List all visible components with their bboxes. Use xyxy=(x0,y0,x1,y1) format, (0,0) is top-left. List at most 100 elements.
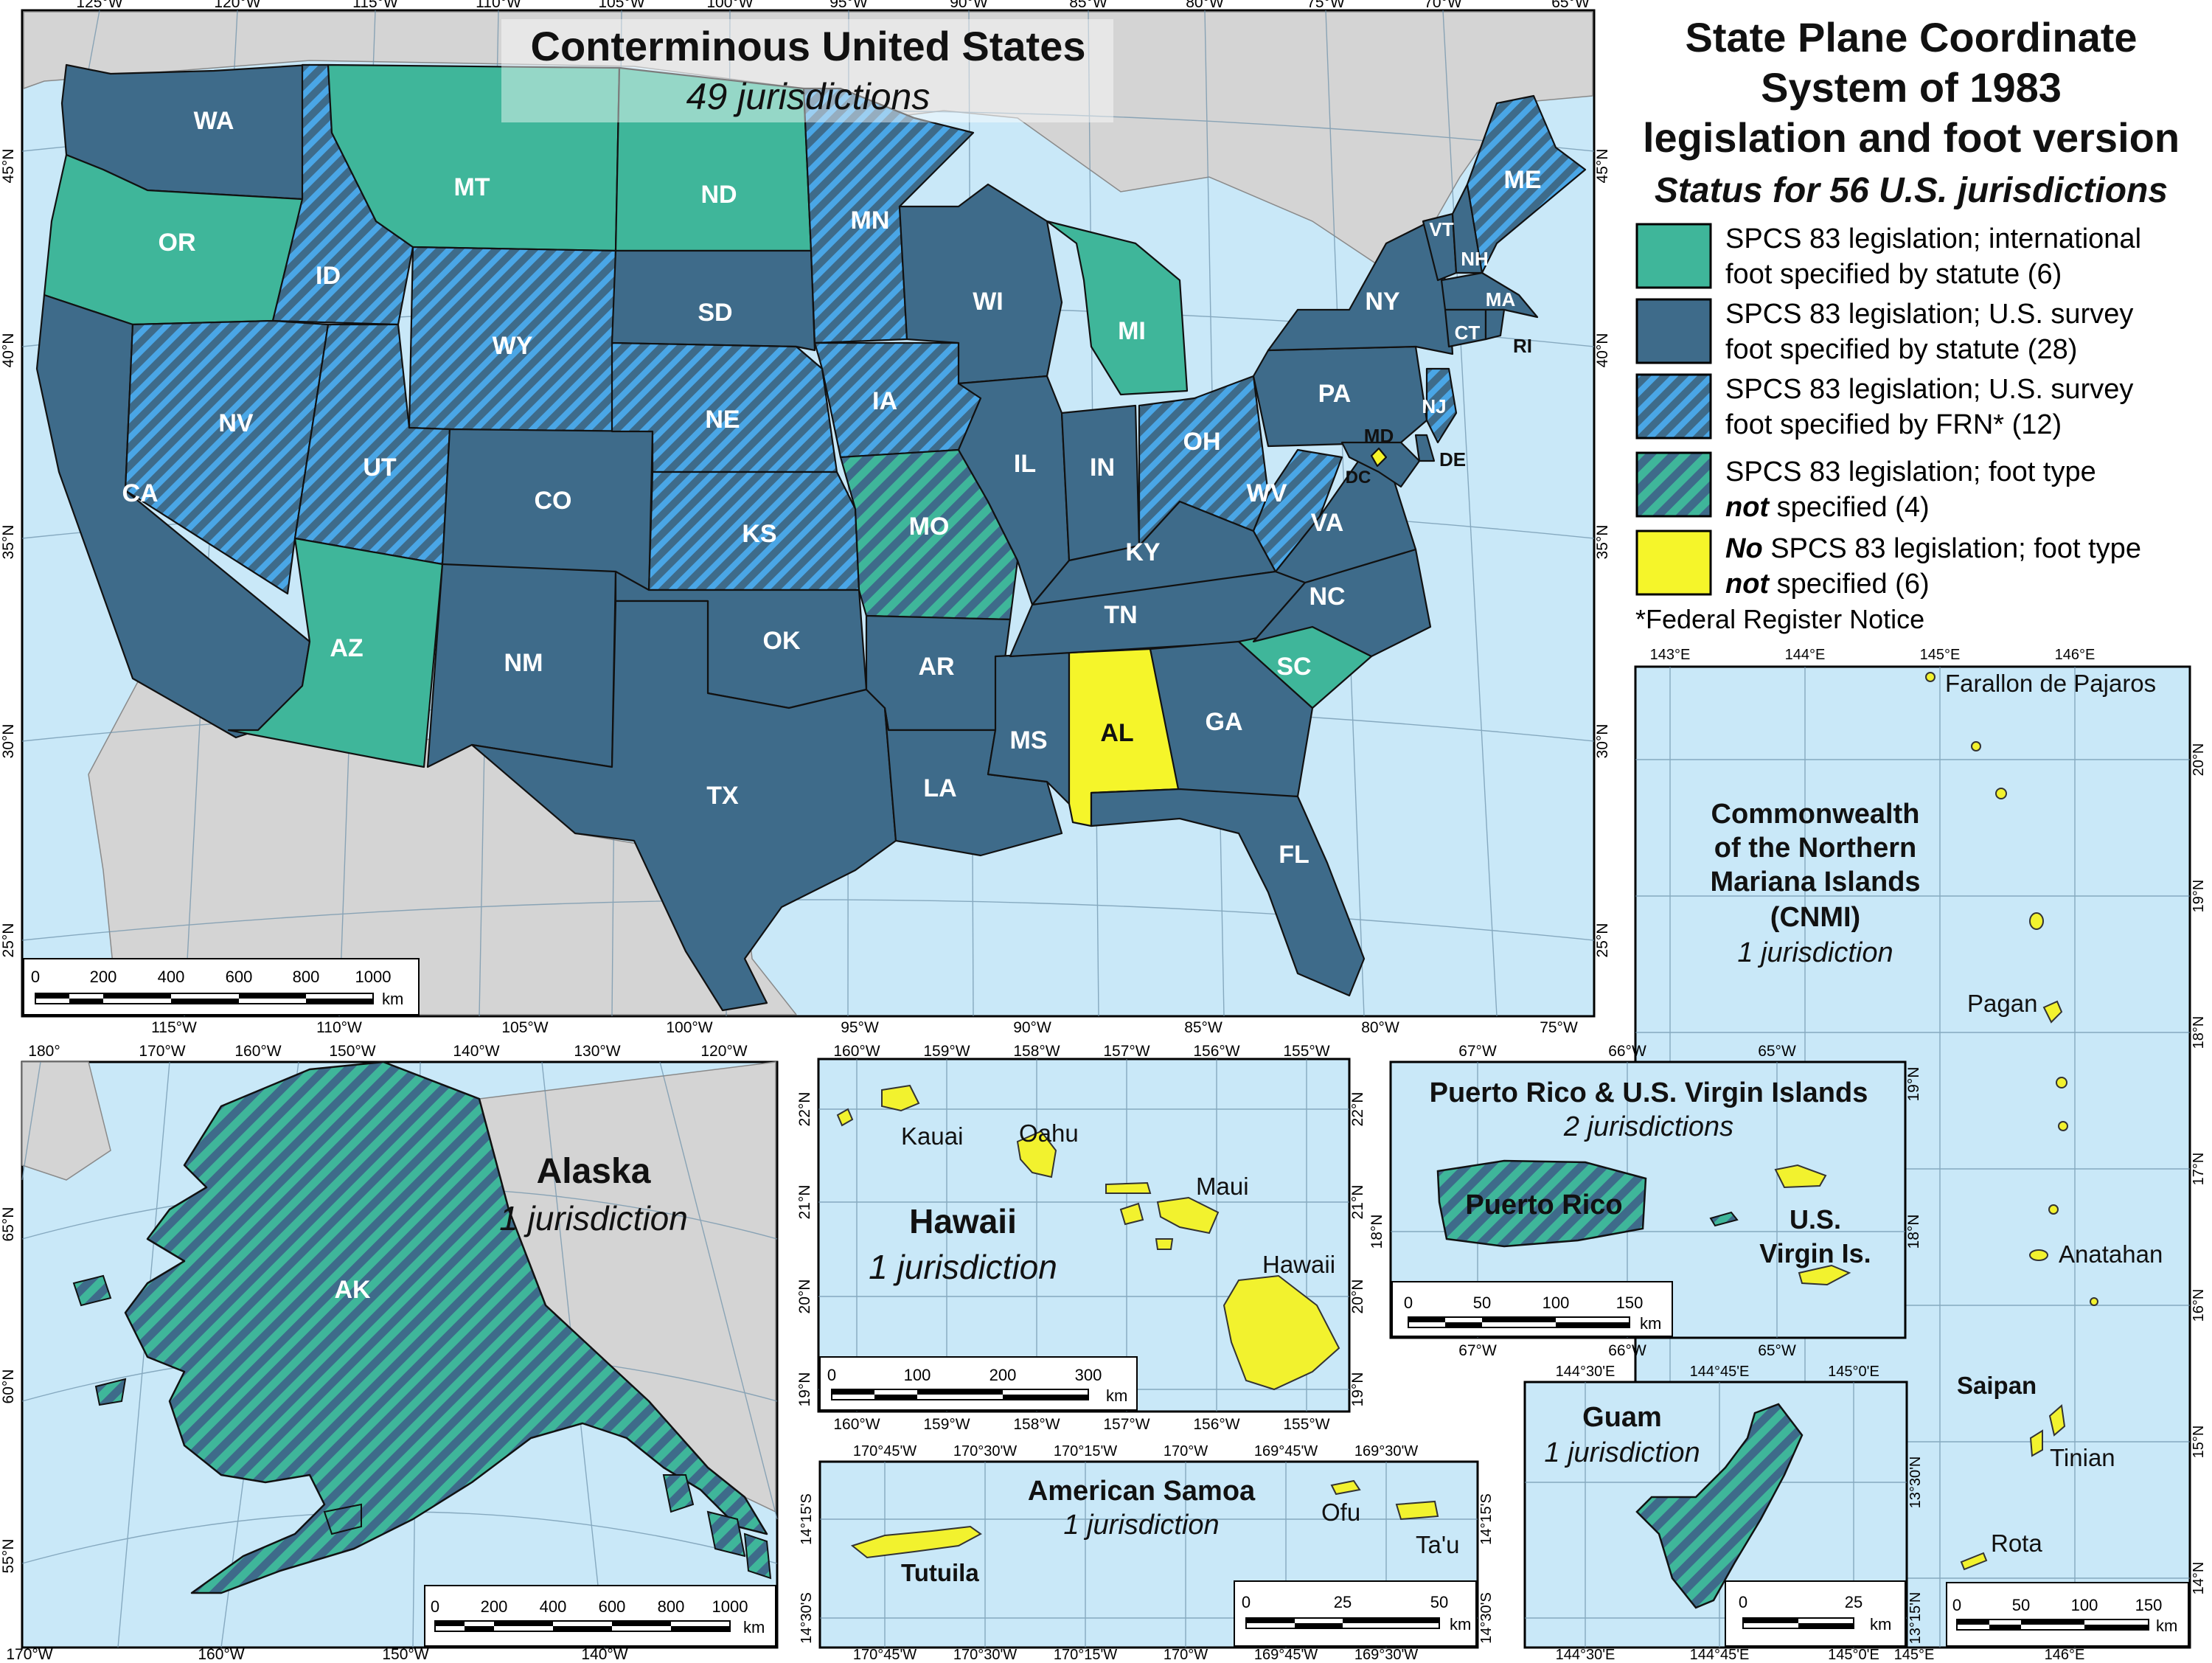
samoa-left-tick: 14°15'S xyxy=(799,1493,815,1545)
conus-top-tick: 75°W xyxy=(1307,0,1345,11)
island-kauai xyxy=(881,1084,920,1112)
island-st-thomas-st-john xyxy=(1774,1164,1827,1189)
state-GA[interactable] xyxy=(1149,640,1314,798)
guam-island[interactable] xyxy=(1635,1403,1804,1609)
cnmi-top-tick: 144°E xyxy=(1785,647,1826,663)
legend-0-line2: foot specified by statute (6) xyxy=(1725,259,2062,290)
samoa-panel: American Samoa 1 jurisdiction Tutuila Of… xyxy=(799,1443,1495,1663)
guam-scale-label: 25 xyxy=(1845,1593,1863,1611)
cnmi-right-tick: 20°N xyxy=(2191,743,2207,777)
guam-top-tick: 144°30'E xyxy=(1556,1364,1615,1380)
legend-3-line1: SPCS 83 legislation; foot type xyxy=(1725,456,2096,487)
samoa-bottom-tick: 170°W xyxy=(1164,1647,1208,1659)
state-NJ[interactable] xyxy=(1425,367,1458,444)
state-MI[interactable] xyxy=(1046,220,1189,396)
label-IL: IL xyxy=(1014,450,1036,478)
label-usvi-1: U.S. xyxy=(1790,1204,1841,1235)
label-SC: SC xyxy=(1276,653,1311,681)
pr-scale-label: 100 xyxy=(1543,1294,1570,1312)
state-DC[interactable] xyxy=(1370,447,1388,468)
legend-swatch-notspec xyxy=(1635,451,1712,518)
conus-left-tick: 35°N xyxy=(0,525,17,560)
samoa-scale-label: 25 xyxy=(1334,1593,1352,1611)
states xyxy=(35,63,1587,1012)
conus-subtitle: 49 jurisdictions xyxy=(686,76,931,117)
alaska-bottom-tick: 170°W xyxy=(6,1646,52,1659)
state-DE[interactable] xyxy=(1414,434,1436,462)
state-RI[interactable] xyxy=(1484,308,1506,341)
conus-bottom-tick: 115°W xyxy=(151,1019,197,1036)
svg-text:km: km xyxy=(2156,1617,2177,1635)
pr-right-tick: 19°N xyxy=(1905,1067,1922,1102)
conus-top-tick: 65°W xyxy=(1551,0,1590,11)
alaska-scale-label: 600 xyxy=(599,1597,626,1616)
label-CO: CO xyxy=(535,487,572,515)
cnmi-right-tick: 15°N xyxy=(2191,1426,2207,1459)
conus-top-tick: 110°W xyxy=(476,0,521,11)
state-FL[interactable] xyxy=(1090,788,1366,997)
island-farallon xyxy=(1925,672,1935,682)
alaska-scale-label: 1000 xyxy=(712,1597,748,1616)
label-tinian: Tinian xyxy=(2050,1444,2115,1471)
island-anatahan xyxy=(2029,1249,2048,1261)
legend-3-line2: not specified (4) xyxy=(1725,492,1930,523)
hawaii-right-tick: 20°N xyxy=(1349,1280,1366,1314)
state-WV[interactable] xyxy=(1252,448,1343,573)
alaska-left-tick: 65°N xyxy=(0,1207,17,1242)
label-anatahan: Anatahan xyxy=(2059,1240,2163,1268)
island-molokai xyxy=(1105,1181,1152,1194)
cnmi-right-tick: 16°N xyxy=(2191,1289,2207,1322)
footnote: *Federal Register Notice xyxy=(1635,604,1924,634)
label-MO: MO xyxy=(909,513,950,541)
island-sarigan xyxy=(2048,1204,2059,1215)
hawaii-scale-label: 200 xyxy=(990,1366,1017,1384)
state-AK[interactable] xyxy=(124,1060,768,1594)
state-IA[interactable] xyxy=(813,341,982,459)
label-hawaii-island: Hawaii xyxy=(1262,1251,1335,1278)
island-farallon-medinilla xyxy=(2090,1297,2098,1306)
samoa-bottom-tick: 169°45'W xyxy=(1254,1647,1318,1659)
samoa-top-tick: 169°30'W xyxy=(1354,1443,1418,1459)
label-KY: KY xyxy=(1125,538,1161,566)
conus-left-tick: 30°N xyxy=(0,724,17,759)
state-TX[interactable] xyxy=(470,600,897,1012)
state-MD[interactable] xyxy=(1340,441,1421,488)
hawaii-scale-label: 0 xyxy=(827,1366,836,1384)
label-oahu: Oahu xyxy=(1019,1119,1079,1147)
island-tau xyxy=(1395,1500,1439,1521)
legend-swatch-statute xyxy=(1635,298,1712,364)
hawaii-bottom-tick: 156°W xyxy=(1193,1416,1239,1433)
label-farallon: Farallon de Pajaros xyxy=(1945,670,2156,697)
state-AZ[interactable] xyxy=(227,537,444,768)
samoa-scale-label: 50 xyxy=(1430,1593,1448,1611)
guam-top-tick: 145°0'E xyxy=(1828,1364,1879,1380)
cnmi-top-tick: 145°E xyxy=(1920,647,1961,663)
guam-right-tick: 13°15'N xyxy=(1907,1592,1924,1645)
hawaii-top-tick: 159°W xyxy=(923,1043,970,1060)
hawaii-islands xyxy=(836,1084,1340,1391)
conus-bottom-tick: 85°W xyxy=(1184,1019,1222,1036)
conus-bottom-tick: 75°W xyxy=(1540,1019,1578,1036)
pr-scale-label: 150 xyxy=(1616,1294,1644,1312)
puerto-rico-island[interactable] xyxy=(1436,1159,1647,1248)
conus-scale-unit: km xyxy=(382,990,403,1008)
label-TN: TN xyxy=(1104,601,1137,629)
state-SD[interactable] xyxy=(611,249,816,352)
state-IL[interactable] xyxy=(957,375,1071,606)
cnmi-title-1: Commonwealth xyxy=(1711,799,1920,830)
label-MI: MI xyxy=(1118,317,1146,345)
label-ID: ID xyxy=(316,262,341,290)
guam-top-tick: 144°45'E xyxy=(1690,1364,1750,1380)
label-NM: NM xyxy=(504,649,543,677)
legend-1-line2: foot specified by statute (28) xyxy=(1725,334,2077,365)
island-hawaii xyxy=(1222,1274,1340,1391)
alaska-scalebar: 0 200 400 600 800 1000 km xyxy=(424,1585,776,1647)
state-ME[interactable] xyxy=(1466,94,1587,274)
svg-text:km: km xyxy=(1106,1386,1127,1405)
state-IN[interactable] xyxy=(1060,404,1141,562)
hawaii-left-tick: 20°N xyxy=(796,1280,813,1314)
conus-ticks: 125°W 120°W 115°W 110°W 105°W 100°W 95°W 90°W 85… xyxy=(0,0,1611,1036)
conus-bottom-tick: 110°W xyxy=(316,1019,362,1036)
label-AK: AK xyxy=(334,1276,371,1304)
